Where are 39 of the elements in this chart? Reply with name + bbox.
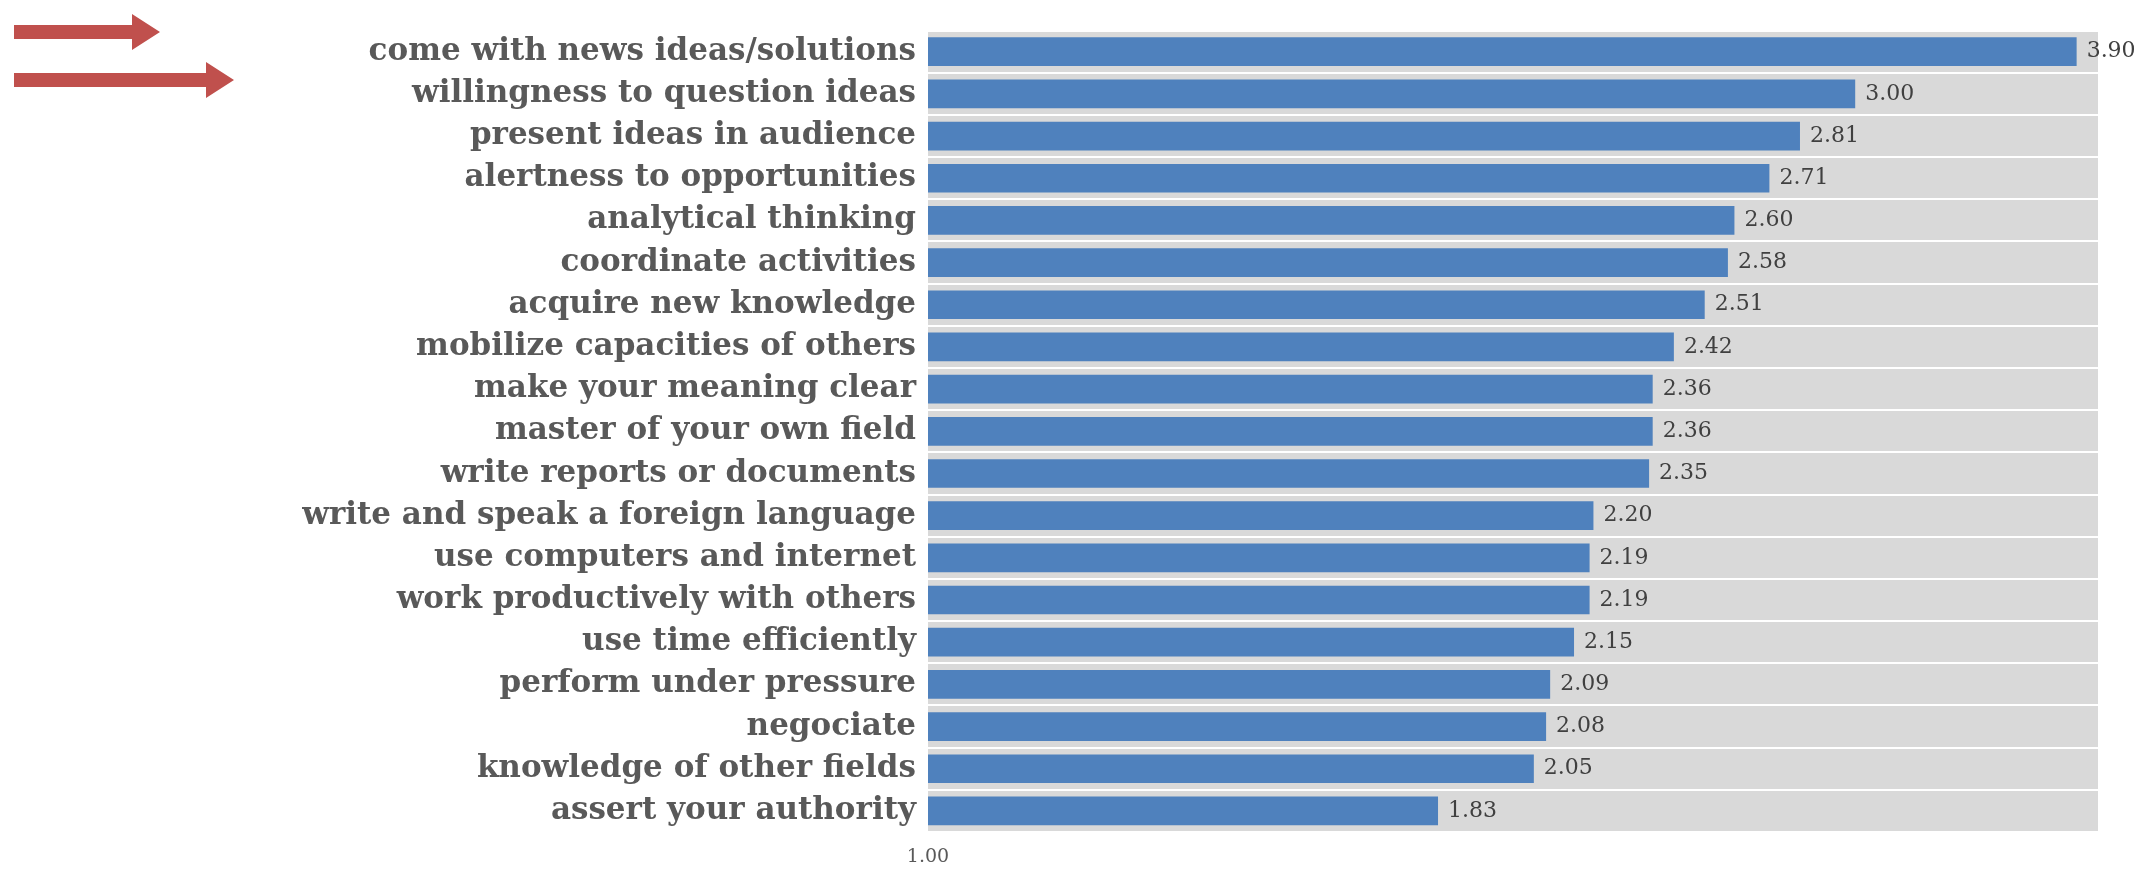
y-tick-label: alertness to opportunities [464,157,916,194]
y-tick-label: willingness to question ideas [411,72,916,109]
y-tick-label: come with news ideas/solutions [368,30,916,67]
y-tick-label: work productively with others [395,579,916,616]
data-label: 2.42 [1683,332,1733,358]
data-label: 2.15 [1584,627,1634,653]
data-label: 2.08 [1556,712,1606,738]
y-tick-label: mobilize capacities of others [416,325,916,362]
data-label: 2.05 [1543,754,1593,780]
y-tick-label: analytical thinking [587,199,916,236]
data-label: 2.36 [1662,374,1712,400]
y-tick-label: use computers and internet [433,536,917,573]
y-tick-label: write reports or documents [439,452,916,489]
text: 1.00 [906,844,950,867]
data-label: 2.19 [1599,585,1649,611]
data-label: 2.20 [1603,501,1653,527]
data-label: 1.83 [1448,796,1498,822]
y-tick-label: write and speak a foreign language [301,494,916,531]
data-label: 2.71 [1779,163,1829,189]
data-label: 2.09 [1560,670,1610,696]
data-label: 2.58 [1737,248,1787,274]
data-label: 2.51 [1714,290,1764,316]
y-tick-label: make your meaning clear [474,368,917,405]
y-tick-label: present ideas in audience [469,115,916,152]
data-label: 2.81 [1809,121,1859,147]
data-label: 2.35 [1659,459,1709,485]
data-label: 3.00 [1865,79,1915,105]
y-tick-label: master of your own field [494,410,916,447]
y-tick-label: use time efficiently [582,621,917,658]
data-label: 2.60 [1744,206,1794,232]
y-tick-label: perform under pressure [499,663,916,700]
y-tick-label: assert your authority [550,789,917,826]
y-tick-label: coordinate activities [560,241,916,278]
data-label: 2.19 [1599,543,1649,569]
y-tick-label: knowledge of other fields [476,747,916,784]
y-tick-label: negociate [746,705,916,742]
data-label: 3.90 [2086,37,2136,63]
y-tick-label: acquire new knowledge [508,283,916,320]
data-label: 2.36 [1662,417,1712,443]
